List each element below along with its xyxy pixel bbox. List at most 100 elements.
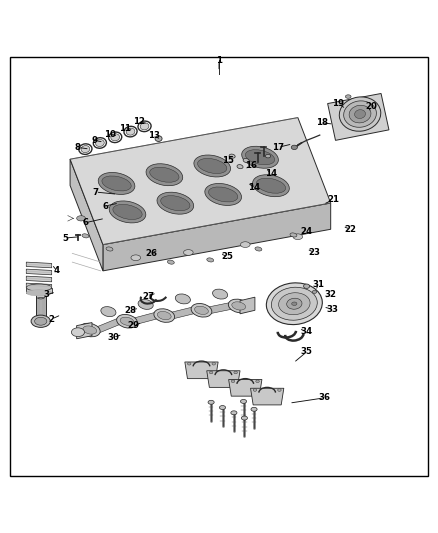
Text: 27: 27 — [142, 292, 154, 301]
Text: 26: 26 — [145, 249, 157, 258]
Polygon shape — [26, 283, 52, 289]
Text: 14: 14 — [265, 169, 278, 178]
Polygon shape — [229, 379, 262, 396]
Ellipse shape — [191, 303, 212, 317]
Ellipse shape — [208, 187, 238, 202]
Ellipse shape — [71, 328, 85, 336]
Text: 34: 34 — [300, 327, 313, 336]
Ellipse shape — [106, 247, 113, 251]
Text: 6: 6 — [102, 201, 108, 211]
Ellipse shape — [272, 287, 317, 320]
Polygon shape — [70, 159, 103, 271]
Ellipse shape — [138, 300, 153, 309]
Text: 23: 23 — [308, 248, 321, 257]
Polygon shape — [26, 262, 52, 268]
Text: 4: 4 — [54, 266, 60, 276]
Ellipse shape — [266, 283, 322, 325]
Ellipse shape — [140, 123, 149, 130]
Text: 29: 29 — [127, 321, 140, 330]
Text: 35: 35 — [300, 348, 313, 357]
Ellipse shape — [245, 150, 275, 165]
Ellipse shape — [344, 101, 376, 127]
Text: 36: 36 — [318, 393, 330, 402]
Polygon shape — [172, 307, 194, 319]
Ellipse shape — [255, 247, 262, 251]
Ellipse shape — [154, 309, 175, 322]
Ellipse shape — [208, 400, 214, 404]
Text: 18: 18 — [316, 118, 328, 127]
Polygon shape — [207, 371, 240, 387]
Ellipse shape — [312, 290, 317, 294]
Ellipse shape — [251, 407, 257, 411]
Ellipse shape — [131, 255, 141, 261]
Ellipse shape — [212, 289, 228, 299]
Ellipse shape — [205, 183, 241, 205]
Ellipse shape — [79, 323, 100, 337]
Ellipse shape — [126, 128, 135, 135]
Polygon shape — [26, 276, 52, 282]
Text: 22: 22 — [344, 225, 357, 234]
Ellipse shape — [146, 164, 183, 185]
Text: 13: 13 — [148, 132, 160, 141]
Text: 7: 7 — [92, 188, 99, 197]
Ellipse shape — [291, 145, 297, 150]
Text: 21: 21 — [327, 196, 339, 205]
Text: 20: 20 — [365, 102, 378, 111]
Ellipse shape — [83, 326, 97, 334]
Text: 14: 14 — [248, 183, 260, 192]
Ellipse shape — [231, 411, 237, 415]
Ellipse shape — [77, 216, 85, 221]
Ellipse shape — [292, 302, 297, 305]
Ellipse shape — [157, 311, 171, 320]
Polygon shape — [251, 388, 284, 405]
Ellipse shape — [339, 97, 381, 131]
Ellipse shape — [256, 178, 286, 193]
Ellipse shape — [304, 284, 310, 288]
Ellipse shape — [82, 234, 89, 238]
Ellipse shape — [241, 416, 247, 420]
Text: 28: 28 — [124, 306, 137, 315]
Ellipse shape — [207, 258, 214, 262]
Ellipse shape — [209, 371, 213, 374]
Text: 5: 5 — [62, 233, 68, 243]
Ellipse shape — [109, 201, 146, 223]
Ellipse shape — [111, 134, 120, 141]
Text: 16: 16 — [244, 161, 257, 170]
Text: 1: 1 — [216, 56, 222, 65]
Polygon shape — [103, 203, 331, 271]
Ellipse shape — [101, 306, 116, 317]
Ellipse shape — [35, 317, 47, 325]
Text: 25: 25 — [222, 252, 234, 261]
Ellipse shape — [240, 242, 250, 247]
Ellipse shape — [219, 406, 226, 409]
Text: 8: 8 — [75, 143, 81, 152]
Ellipse shape — [231, 380, 235, 383]
Ellipse shape — [237, 165, 243, 168]
Polygon shape — [26, 269, 52, 275]
Ellipse shape — [198, 158, 227, 174]
Text: 2: 2 — [49, 314, 55, 324]
Ellipse shape — [117, 314, 138, 328]
Text: 32: 32 — [325, 290, 337, 300]
Text: 19: 19 — [332, 99, 344, 108]
Ellipse shape — [175, 294, 191, 304]
Ellipse shape — [120, 317, 134, 325]
Ellipse shape — [355, 110, 365, 118]
Text: 6: 6 — [82, 218, 88, 227]
Ellipse shape — [228, 299, 249, 313]
Ellipse shape — [187, 362, 191, 365]
Ellipse shape — [194, 306, 208, 314]
Ellipse shape — [26, 290, 52, 296]
Ellipse shape — [36, 294, 45, 299]
Ellipse shape — [229, 154, 235, 158]
Ellipse shape — [155, 136, 162, 141]
Ellipse shape — [287, 298, 302, 309]
Polygon shape — [240, 297, 255, 314]
Ellipse shape — [290, 233, 297, 237]
Ellipse shape — [150, 167, 179, 182]
Ellipse shape — [212, 362, 215, 365]
Text: 10: 10 — [103, 130, 116, 139]
Ellipse shape — [253, 175, 290, 197]
Polygon shape — [209, 302, 231, 314]
Ellipse shape — [346, 95, 351, 98]
